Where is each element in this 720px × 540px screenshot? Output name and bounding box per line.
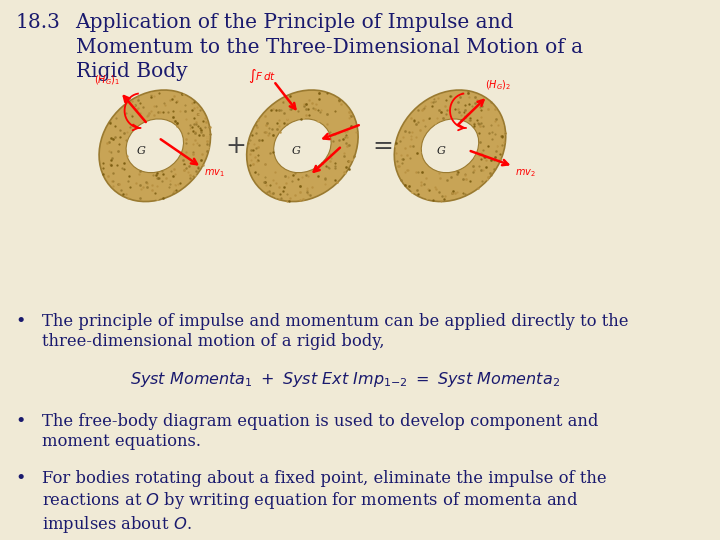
Ellipse shape [421,119,479,173]
Text: •: • [16,313,26,331]
Ellipse shape [274,119,331,173]
Text: $(H_G)_1$: $(H_G)_1$ [94,74,120,87]
Ellipse shape [247,90,358,201]
Text: Application of the Principle of Impulse and: Application of the Principle of Impulse … [76,14,514,32]
Text: $mv_1$: $mv_1$ [204,167,225,179]
Text: $mv_2$: $mv_2$ [515,167,536,179]
Text: +: + [226,134,246,158]
Text: The principle of impulse and momentum can be applied directly to the
three-dimen: The principle of impulse and momentum ca… [42,313,629,350]
Text: Rigid Body: Rigid Body [76,62,187,81]
Text: =: = [373,134,393,158]
Text: •: • [16,413,26,431]
Text: $\int F\,dt$: $\int F\,dt$ [248,67,276,85]
Text: G: G [292,146,300,156]
Text: Momentum to the Three-Dimensional Motion of a: Momentum to the Three-Dimensional Motion… [76,38,582,57]
Text: For bodies rotating about a fixed point, eliminate the impulse of the
reactions : For bodies rotating about a fixed point,… [42,470,606,535]
Ellipse shape [99,90,210,201]
Text: $(H_G)_2$: $(H_G)_2$ [485,78,510,92]
Text: The free-body diagram equation is used to develop component and
moment equations: The free-body diagram equation is used t… [42,413,598,450]
Text: •: • [16,470,26,488]
Text: G: G [137,146,145,156]
Text: G: G [437,146,446,156]
Ellipse shape [395,90,505,201]
Text: $\mathit{Syst\ Momenta_1}$$\mathit{\ +\ Syst\ Ext\ Imp_{1\mathrm{-}2}\ =\ Syst\ : $\mathit{Syst\ Momenta_1}$$\mathit{\ +\ … [130,370,559,389]
Ellipse shape [126,119,184,173]
Text: 18.3: 18.3 [16,14,60,32]
